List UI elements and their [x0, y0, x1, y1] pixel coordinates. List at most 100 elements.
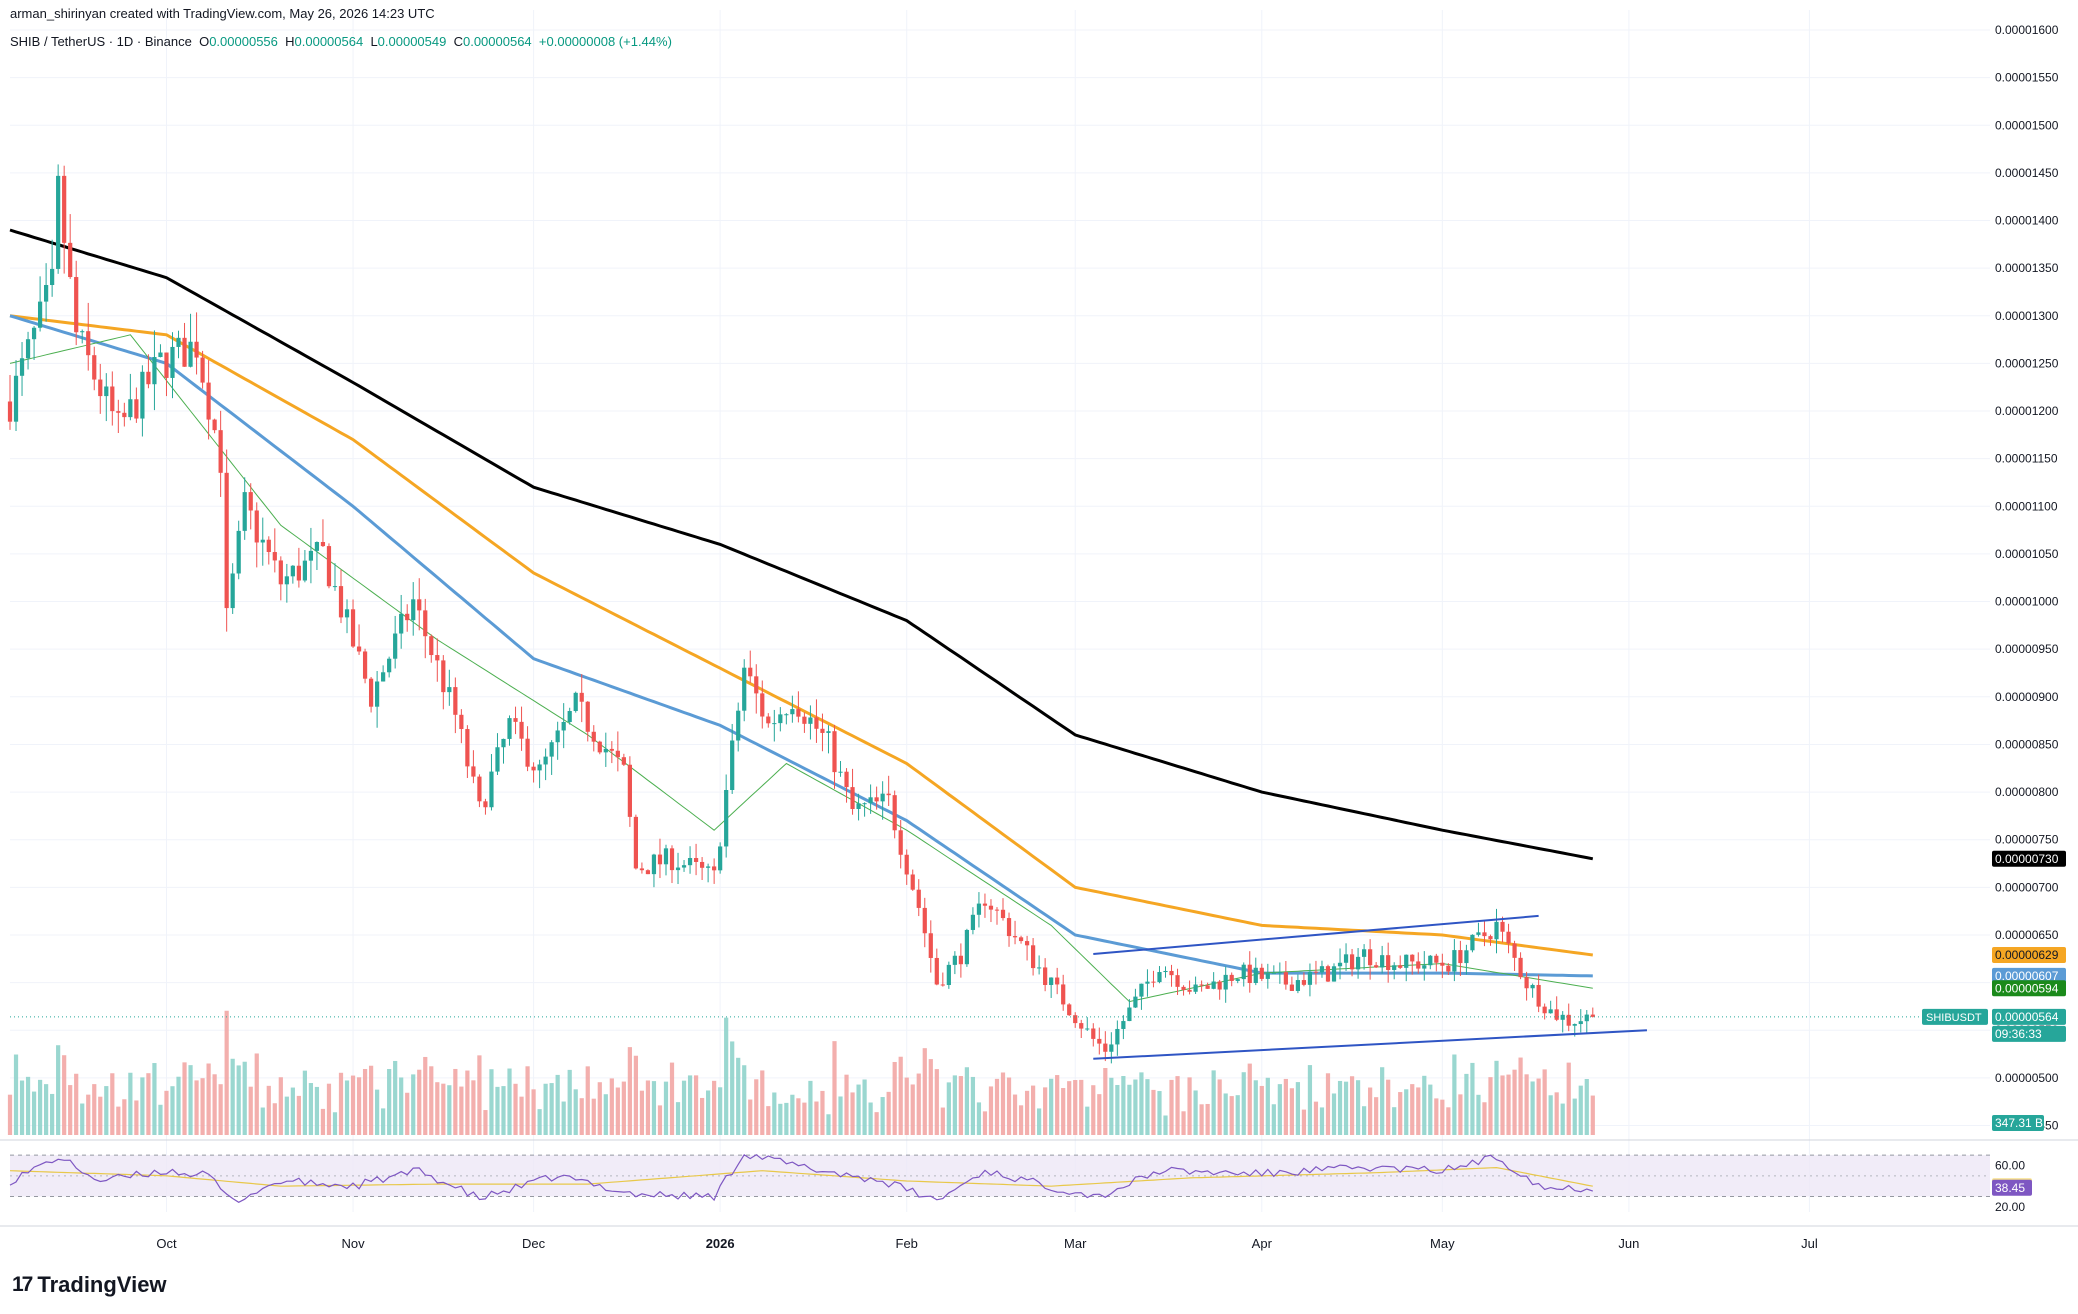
candle-body: [1030, 945, 1036, 969]
candle-body: [712, 866, 717, 871]
volume-bar: [1109, 1077, 1114, 1135]
candle-body: [158, 352, 163, 358]
axes: 0.00001600 0.00001550 0.00001500 0.00001450…: [0, 23, 2078, 1251]
rsi-value-box: [1992, 1179, 2032, 1196]
candle-body: [507, 718, 512, 739]
price-tick-label: 0.00000850: [1995, 737, 2059, 751]
price-tick-label: 0.00001250: [1995, 356, 2059, 370]
candle-body: [802, 716, 807, 724]
volume-bar: [1127, 1084, 1132, 1135]
time-tick-label: 2026: [706, 1236, 735, 1251]
volume-bar: [513, 1083, 518, 1135]
volume-bar: [934, 1069, 939, 1135]
candle-body: [1097, 1038, 1102, 1044]
candle-body: [1554, 1009, 1559, 1020]
volume-bar: [13, 1054, 19, 1135]
candle-body: [284, 576, 289, 585]
volume-bar: [699, 1097, 705, 1135]
volume-bar: [1512, 1069, 1517, 1135]
volume-bar: [778, 1103, 783, 1135]
candle-body: [627, 764, 632, 817]
candle-body: [44, 285, 49, 302]
symbol-tag-box: [1922, 1008, 1988, 1025]
candle-body: [1067, 1004, 1072, 1016]
volume-bar: [260, 1107, 265, 1135]
rsi-tick-label: 60.00: [1995, 1159, 2025, 1173]
volume-bar: [80, 1103, 85, 1135]
candle-body: [1458, 950, 1463, 964]
volume-bar: [206, 1063, 211, 1135]
volume-bar: [176, 1076, 181, 1135]
volume-bar: [693, 1075, 699, 1135]
candle-body: [1229, 974, 1234, 981]
candle-body: [844, 771, 849, 788]
candle-body: [1566, 1014, 1571, 1026]
time-tick-label: Feb: [896, 1236, 918, 1251]
candle-body: [645, 870, 651, 875]
trendline-channel-lower: [1093, 1029, 1648, 1060]
candle-body: [952, 955, 957, 965]
volume-bar: [31, 1091, 37, 1135]
candle-body: [1512, 943, 1517, 958]
countdown-label-box: [1992, 1025, 2066, 1042]
candle-body: [910, 874, 915, 890]
volume-bar: [627, 1047, 632, 1135]
price-label-box: [1992, 967, 2066, 984]
volume-bar: [808, 1080, 813, 1135]
volume-bar: [152, 1063, 157, 1135]
volume-bar: [1006, 1077, 1012, 1135]
candle-body: [1428, 955, 1433, 966]
volume-bar: [1410, 1084, 1415, 1135]
volume-bar: [820, 1090, 825, 1135]
candle-body: [1343, 954, 1349, 963]
volume-bar: [1229, 1096, 1234, 1135]
moving-averages: [9, 228, 1594, 1003]
volume-bar: [904, 1077, 909, 1135]
rsi-ma-line: [9, 1166, 1593, 1187]
volume-bar: [1079, 1079, 1084, 1135]
volume-bar: [1470, 1062, 1475, 1135]
candle-body: [1091, 1028, 1096, 1039]
volume-bar: [916, 1073, 921, 1135]
candle-body: [561, 722, 566, 731]
candle-body: [784, 714, 789, 716]
volume-bar: [1572, 1098, 1577, 1135]
candle-body: [778, 714, 783, 724]
volume-bar: [1151, 1089, 1156, 1135]
candle-body: [1199, 984, 1204, 986]
candle-body: [356, 646, 362, 652]
candle-body: [37, 301, 43, 328]
candle-body: [790, 709, 795, 715]
volume-label: 347.31 B: [1995, 1116, 2043, 1130]
volume-bar: [1337, 1080, 1343, 1135]
candle-body: [687, 858, 693, 866]
candle-body: [134, 399, 139, 419]
symbol-title[interactable]: SHIB / TetherUS · 1D · Binance: [10, 34, 192, 49]
volume-bar: [1247, 1063, 1252, 1135]
volume-bar: [92, 1084, 97, 1135]
candle-body: [86, 331, 91, 356]
candle-body: [1049, 977, 1054, 985]
volume-bar: [1235, 1095, 1240, 1135]
candle-body: [724, 790, 729, 847]
candle-body: [1530, 984, 1535, 989]
tradingview-logo[interactable]: 17 TradingView: [12, 1272, 167, 1298]
price-tick-label: 0.00000750: [1995, 833, 2059, 847]
volume-bar: [1205, 1103, 1210, 1135]
candle-body: [1524, 977, 1529, 989]
volume-bar: [730, 1041, 735, 1135]
candle-body: [399, 613, 404, 634]
candle-body: [639, 868, 645, 871]
volume-bar: [1301, 1109, 1307, 1135]
volume-bar: [621, 1081, 626, 1135]
candle-body: [1590, 1014, 1595, 1017]
volume-bar: [134, 1100, 139, 1135]
candle-body: [886, 793, 891, 796]
volume-bar: [182, 1062, 187, 1135]
volume-bar: [501, 1086, 506, 1135]
volume-bar: [537, 1109, 542, 1135]
volume-bar: [284, 1096, 289, 1135]
candle-body: [1494, 921, 1499, 940]
price-label-value: 0.00000629: [1995, 948, 2059, 962]
